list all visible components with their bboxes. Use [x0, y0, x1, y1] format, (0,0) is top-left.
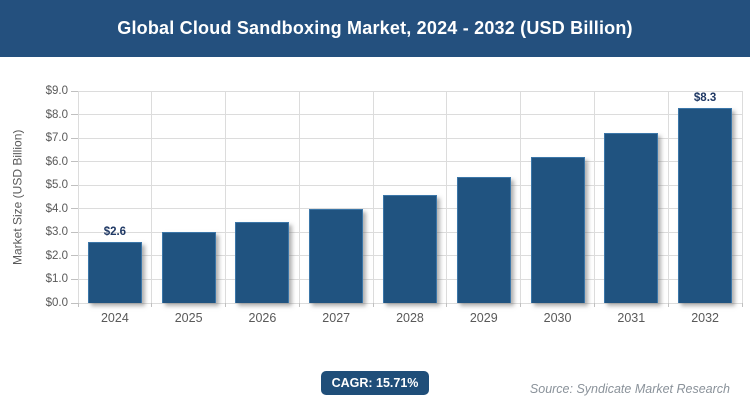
- gridline-horizontal: [78, 161, 742, 163]
- x-axis-label-2032: 2032: [691, 311, 719, 325]
- data-label-2024: $2.6: [103, 225, 127, 238]
- gridline-vertical: [78, 91, 79, 303]
- bar-2026: [235, 221, 290, 303]
- y-axis-tick: [71, 255, 78, 257]
- gridline-vertical: [741, 91, 743, 303]
- x-axis-tick: [667, 303, 669, 307]
- gridline-horizontal: [78, 90, 742, 92]
- y-axis-tick-label: $8.0: [45, 108, 68, 121]
- bar-2029: [456, 176, 511, 303]
- gridline-vertical: [667, 91, 669, 303]
- x-axis-tick: [78, 303, 79, 307]
- bar-2031: [604, 133, 659, 303]
- y-axis-tick: [71, 137, 78, 139]
- y-axis-title: Market Size (USD Billion): [10, 129, 25, 265]
- y-axis-tick: [71, 90, 78, 92]
- y-axis-tick: [71, 114, 78, 116]
- x-axis-label-2024: 2024: [100, 311, 129, 325]
- y-axis-tick-label: $6.0: [45, 155, 68, 168]
- y-axis-tick-label: $7.0: [45, 132, 68, 145]
- gridline-vertical: [593, 91, 595, 303]
- y-axis-tick-label: $0.0: [45, 297, 68, 309]
- x-axis-tick: [593, 303, 595, 307]
- y-axis-tick: [71, 161, 78, 163]
- gridline-vertical: [151, 91, 153, 303]
- plot-area: 2024 $2.6 2025 2026 2027 2028 2029 2030 2031 2032…: [71, 90, 743, 325]
- x-axis-tick: [520, 303, 522, 307]
- x-axis-label-2029: 2029: [469, 311, 498, 325]
- x-axis-label-2030: 2030: [543, 311, 572, 325]
- bar-2027: [309, 208, 364, 303]
- bar-2025: [161, 232, 216, 303]
- x-axis-tick: [298, 303, 300, 307]
- y-axis-labels: $0.0 $1.0 $2.0 $3.0 $4.0 $5.0 $6.0 $7.0 $8.0 $9.0: [30, 85, 68, 309]
- y-axis-tick-label: $9.0: [45, 85, 68, 97]
- x-axis-tick: [372, 303, 374, 307]
- chart-title: Global Cloud Sandboxing Market, 2024 - 2…: [117, 18, 633, 38]
- gridline-vertical: [520, 91, 522, 303]
- gridline-vertical: [372, 91, 374, 303]
- y-axis-tick: [71, 302, 78, 304]
- gridline-vertical: [298, 91, 300, 303]
- x-axis-label-2025: 2025: [174, 311, 203, 325]
- x-axis-tick: [151, 303, 153, 307]
- x-axis-label-2026: 2026: [248, 311, 277, 325]
- x-axis-tick: [225, 303, 227, 307]
- y-axis-tick-label: $1.0: [45, 273, 68, 286]
- y-axis-tick: [71, 208, 78, 210]
- gridline-horizontal: [78, 137, 742, 139]
- y-axis-tick: [71, 278, 78, 280]
- gridline-horizontal: [78, 184, 742, 186]
- x-axis-tick: [741, 303, 743, 307]
- bar-2024: [87, 241, 142, 303]
- bar-2032: [678, 107, 733, 303]
- y-axis-tick-label: $2.0: [45, 249, 68, 262]
- x-axis-label-2028: 2028: [396, 311, 424, 325]
- bar-2028: [383, 194, 437, 303]
- x-axis-label-2031: 2031: [617, 311, 646, 325]
- y-axis-tick-label: $3.0: [45, 226, 68, 239]
- x-axis-label-2027: 2027: [322, 311, 351, 325]
- gridline-horizontal: [78, 114, 742, 116]
- y-axis-tick: [71, 231, 78, 233]
- gridline-vertical: [225, 91, 227, 303]
- gridline-vertical: [446, 91, 448, 303]
- x-axis-tick: [446, 303, 448, 307]
- y-axis-tick-label: $5.0: [45, 179, 68, 192]
- source-note: Source: Syndicate Market Research: [529, 382, 730, 396]
- y-axis-tick: [71, 184, 78, 186]
- cagr-badge: CAGR: 15.71%: [321, 371, 429, 395]
- bar-2030: [530, 156, 585, 303]
- gridline-horizontal: [78, 302, 742, 304]
- chart-title-bar: Global Cloud Sandboxing Market, 2024 - 2…: [0, 0, 750, 57]
- y-axis-tick-label: $4.0: [45, 202, 68, 215]
- data-label-2032: $8.3: [693, 91, 717, 104]
